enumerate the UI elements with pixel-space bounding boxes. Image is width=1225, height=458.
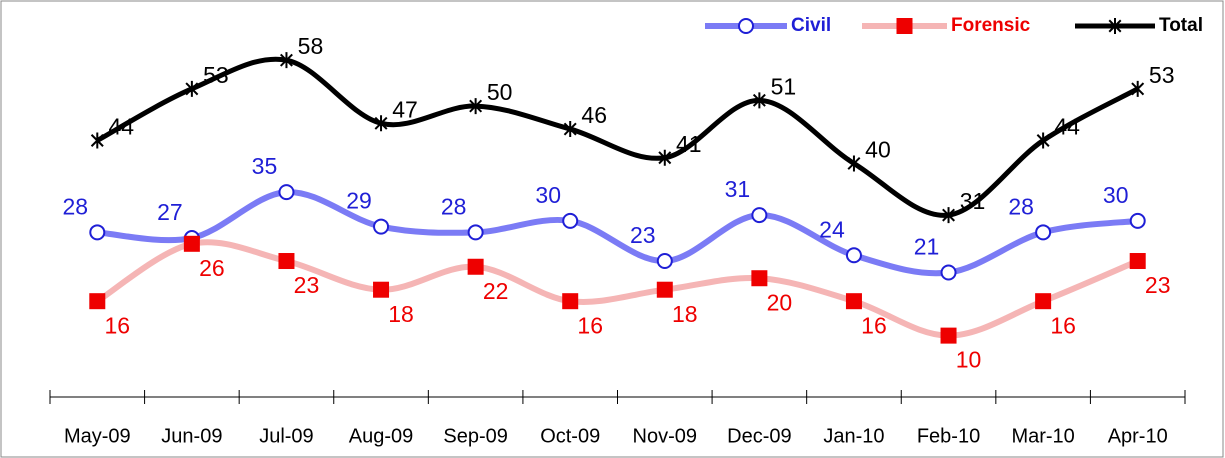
data-label: 21	[914, 234, 940, 260]
legend-label: Civil	[791, 15, 831, 36]
series-line	[96, 56, 1139, 218]
data-point	[373, 218, 390, 235]
data-point	[751, 270, 768, 287]
data-point	[469, 98, 483, 115]
data-point	[658, 149, 672, 166]
data-label: 47	[392, 96, 418, 122]
data-label: 53	[203, 62, 229, 88]
x-tick-label: Feb-10	[917, 425, 980, 447]
data-label: 29	[346, 188, 372, 214]
data-label: 53	[1149, 62, 1175, 88]
x-tick-label: Sep-09	[443, 425, 508, 447]
x-tick-label: Aug-09	[349, 425, 414, 447]
data-label: 20	[767, 289, 793, 315]
data-label: 41	[676, 131, 702, 157]
data-label: 31	[960, 188, 986, 214]
legend-marker	[1108, 18, 1122, 34]
data-point	[185, 80, 199, 97]
data-point	[1131, 80, 1145, 97]
x-tick-label: Mar-10	[1011, 425, 1074, 447]
data-label: 23	[294, 272, 320, 298]
data-label: 16	[577, 312, 603, 338]
data-point	[278, 253, 295, 270]
series-line	[95, 239, 1139, 339]
data-label: 50	[487, 79, 513, 105]
data-label: 44	[108, 114, 134, 140]
data-point	[845, 247, 862, 264]
data-point	[89, 224, 106, 241]
data-label: 35	[252, 153, 278, 179]
data-label: 23	[630, 222, 656, 248]
data-point	[845, 293, 862, 310]
data-point	[942, 207, 956, 224]
data-point	[1129, 253, 1146, 270]
data-point	[183, 235, 200, 252]
data-point	[751, 207, 768, 224]
data-label: 26	[199, 255, 225, 281]
data-point	[278, 184, 295, 201]
legend-marker	[738, 18, 754, 34]
data-point	[1035, 224, 1052, 241]
x-tick-label: Jun-09	[161, 425, 222, 447]
x-tick-label: Jul-09	[259, 425, 313, 447]
data-label: 18	[672, 301, 698, 327]
x-tick-label: May-09	[64, 425, 131, 447]
x-tick-label: Jan-10	[823, 425, 884, 447]
legend-label: Total	[1159, 15, 1203, 36]
data-label: 28	[441, 193, 467, 219]
data-point	[562, 293, 579, 310]
data-point	[562, 212, 579, 229]
data-point	[1036, 132, 1050, 149]
data-label: 28	[1008, 193, 1034, 219]
data-point	[656, 253, 673, 270]
data-label: 10	[956, 347, 982, 373]
data-label: 31	[725, 176, 751, 202]
data-label: 44	[1054, 114, 1080, 140]
data-label: 46	[581, 102, 607, 128]
series-line	[97, 189, 1139, 277]
data-point	[374, 115, 388, 132]
data-label: 18	[388, 301, 414, 327]
data-point	[940, 327, 957, 344]
data-point	[1129, 212, 1146, 229]
data-label: 16	[104, 312, 130, 338]
data-label: 22	[483, 278, 509, 304]
legend-marker	[896, 18, 913, 34]
data-point	[279, 52, 293, 69]
data-label: 51	[771, 73, 797, 99]
data-label: 58	[298, 33, 324, 59]
data-label: 16	[861, 312, 887, 338]
data-point	[467, 258, 484, 275]
data-label: 23	[1145, 272, 1171, 298]
data-point	[373, 281, 390, 298]
data-point	[752, 92, 766, 109]
data-point	[563, 121, 577, 138]
data-point	[1035, 293, 1052, 310]
data-label: 16	[1050, 312, 1076, 338]
data-point	[847, 155, 861, 172]
data-label: 40	[865, 137, 891, 163]
data-point	[90, 132, 104, 149]
data-point	[656, 281, 673, 298]
data-label: 24	[819, 216, 845, 242]
data-point	[467, 224, 484, 241]
data-point	[89, 293, 106, 310]
data-label: 30	[1103, 182, 1129, 208]
x-tick-label: Oct-09	[540, 425, 600, 447]
data-label: 27	[157, 199, 183, 225]
x-tick-label: Apr-10	[1108, 425, 1168, 447]
legend-label: Forensic	[951, 15, 1031, 36]
x-tick-label: Dec-09	[727, 425, 791, 447]
data-point	[940, 264, 957, 281]
data-label: 28	[62, 193, 88, 219]
data-label: 30	[535, 182, 561, 208]
x-tick-label: Nov-09	[633, 425, 697, 447]
